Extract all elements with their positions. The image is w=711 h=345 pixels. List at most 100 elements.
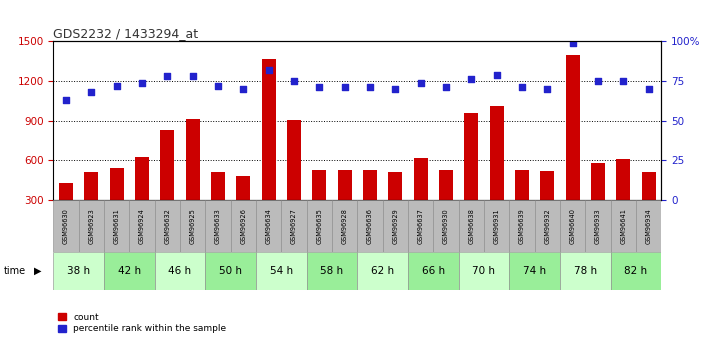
- Text: GSM96923: GSM96923: [88, 208, 95, 244]
- Bar: [59, 183, 73, 200]
- Bar: [616, 159, 630, 200]
- Bar: [109, 168, 124, 200]
- Text: 42 h: 42 h: [118, 266, 141, 276]
- FancyBboxPatch shape: [636, 200, 661, 252]
- Bar: [439, 170, 453, 200]
- FancyBboxPatch shape: [104, 252, 154, 290]
- Bar: [211, 172, 225, 200]
- Point: [466, 77, 477, 82]
- Point: [137, 80, 148, 86]
- Point: [60, 97, 72, 103]
- Text: 38 h: 38 h: [67, 266, 90, 276]
- Bar: [414, 158, 427, 200]
- Bar: [186, 119, 200, 200]
- Bar: [388, 172, 402, 200]
- FancyBboxPatch shape: [53, 200, 79, 252]
- Point: [339, 85, 351, 90]
- FancyBboxPatch shape: [205, 200, 230, 252]
- FancyBboxPatch shape: [535, 200, 560, 252]
- Text: ▶: ▶: [34, 266, 42, 276]
- Text: GSM96635: GSM96635: [316, 208, 322, 244]
- Legend: count, percentile rank within the sample: count, percentile rank within the sample: [54, 309, 230, 337]
- Bar: [287, 120, 301, 200]
- FancyBboxPatch shape: [230, 200, 256, 252]
- Bar: [85, 172, 98, 200]
- FancyBboxPatch shape: [154, 200, 180, 252]
- FancyBboxPatch shape: [484, 200, 509, 252]
- Text: GDS2232 / 1433294_at: GDS2232 / 1433294_at: [53, 27, 198, 40]
- FancyBboxPatch shape: [154, 252, 205, 290]
- Text: 62 h: 62 h: [371, 266, 394, 276]
- Point: [415, 80, 427, 86]
- Text: GSM96633: GSM96633: [215, 208, 221, 244]
- Text: 82 h: 82 h: [624, 266, 648, 276]
- Point: [85, 89, 97, 95]
- Point: [440, 85, 451, 90]
- FancyBboxPatch shape: [306, 200, 332, 252]
- Text: GSM96934: GSM96934: [646, 208, 651, 244]
- FancyBboxPatch shape: [560, 200, 585, 252]
- FancyBboxPatch shape: [611, 252, 661, 290]
- Bar: [566, 55, 579, 200]
- Point: [237, 86, 249, 92]
- FancyBboxPatch shape: [560, 252, 611, 290]
- Text: GSM96637: GSM96637: [417, 208, 424, 244]
- FancyBboxPatch shape: [408, 200, 433, 252]
- FancyBboxPatch shape: [509, 200, 535, 252]
- Bar: [591, 163, 605, 200]
- Bar: [161, 130, 174, 200]
- Bar: [363, 170, 377, 200]
- FancyBboxPatch shape: [53, 252, 104, 290]
- FancyBboxPatch shape: [357, 200, 383, 252]
- Text: GSM96924: GSM96924: [139, 208, 145, 244]
- FancyBboxPatch shape: [383, 200, 408, 252]
- FancyBboxPatch shape: [357, 252, 408, 290]
- Text: GSM96631: GSM96631: [114, 208, 119, 244]
- Text: GSM96634: GSM96634: [266, 208, 272, 244]
- FancyBboxPatch shape: [459, 200, 484, 252]
- Bar: [236, 176, 250, 200]
- Text: 54 h: 54 h: [269, 266, 293, 276]
- Text: GSM96630: GSM96630: [63, 208, 69, 244]
- Text: GSM96639: GSM96639: [519, 208, 525, 244]
- Bar: [135, 157, 149, 200]
- Bar: [515, 170, 529, 200]
- Text: GSM96641: GSM96641: [620, 208, 626, 244]
- Text: GSM96933: GSM96933: [595, 208, 601, 244]
- Bar: [490, 106, 503, 200]
- Bar: [262, 59, 276, 200]
- Text: GSM96932: GSM96932: [544, 208, 550, 244]
- Point: [187, 73, 198, 79]
- Point: [314, 85, 325, 90]
- Point: [390, 86, 401, 92]
- Text: GSM96931: GSM96931: [493, 208, 500, 244]
- FancyBboxPatch shape: [180, 200, 205, 252]
- Point: [364, 85, 375, 90]
- FancyBboxPatch shape: [205, 252, 256, 290]
- Bar: [464, 113, 479, 200]
- Point: [567, 40, 578, 46]
- Text: GSM96640: GSM96640: [570, 208, 576, 244]
- Point: [288, 78, 299, 84]
- Text: GSM96636: GSM96636: [367, 208, 373, 244]
- Bar: [312, 170, 326, 200]
- FancyBboxPatch shape: [306, 252, 357, 290]
- Bar: [540, 171, 554, 200]
- FancyBboxPatch shape: [104, 200, 129, 252]
- Point: [111, 83, 122, 89]
- FancyBboxPatch shape: [282, 200, 306, 252]
- FancyBboxPatch shape: [408, 252, 459, 290]
- Text: 58 h: 58 h: [321, 266, 343, 276]
- Text: 78 h: 78 h: [574, 266, 597, 276]
- Text: time: time: [4, 266, 26, 276]
- Bar: [641, 172, 656, 200]
- Point: [161, 73, 173, 79]
- Text: GSM96926: GSM96926: [240, 208, 246, 244]
- Text: GSM96927: GSM96927: [291, 208, 297, 244]
- FancyBboxPatch shape: [256, 200, 282, 252]
- Point: [592, 78, 604, 84]
- Point: [213, 83, 224, 89]
- Text: 70 h: 70 h: [472, 266, 496, 276]
- FancyBboxPatch shape: [611, 200, 636, 252]
- FancyBboxPatch shape: [79, 200, 104, 252]
